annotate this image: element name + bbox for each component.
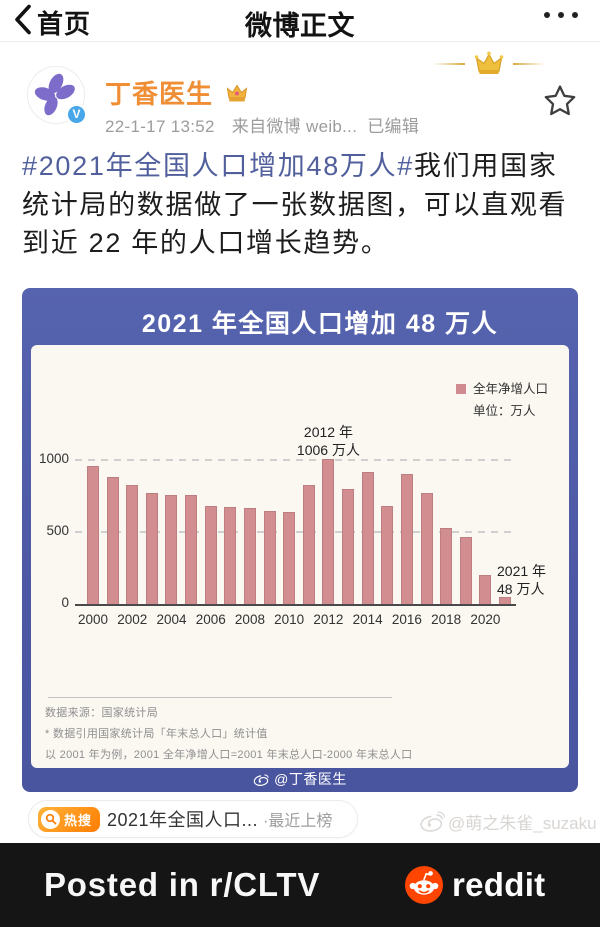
reddit-wordmark: reddit [452,866,546,903]
bar-2000 [87,466,99,604]
weibo-logo-icon [253,773,269,786]
hot-search-topic[interactable]: 2021年全国人口... [107,810,259,830]
bar-2008 [243,508,256,604]
post-source[interactable]: 来自微博 weib... [231,117,358,136]
hot-search-row[interactable]: 热搜 2021年全国人口... ·最近上榜 [28,800,358,838]
post-meta: 22-1-17 13:52 来自微博 weib... 已编辑 [105,112,419,137]
legend-label: 全年净增人口 [472,382,548,396]
vip-badge-icon [226,83,248,108]
bar-2010 [283,511,296,604]
x-axis-line [75,604,516,606]
y-tick-label: 0 [61,595,69,610]
reddit-banner: Posted in r/CLTV reddit [0,843,600,927]
reddit-logo-icon [405,866,443,904]
user-watermark: @萌之朱雀_suzaku [419,809,597,834]
post-plain-text: 我们用国家统计局的数据做了一张数据图，可以直观看到近 22 年的人口增长趋势。 [22,151,568,258]
notes-divider [48,697,392,698]
x-tick-label: 2014 [352,612,383,627]
hot-badge-label: 热搜 [64,812,93,828]
bar-2012 [322,459,335,604]
post-timestamp: 22-1-17 13:52 [105,117,215,136]
user-watermark-text: @萌之朱雀_suzaku [448,814,597,833]
chart-card-title: 2021 年全国人口增加 48 万人 [141,310,499,338]
page-title: 微博正文 [245,11,355,41]
edited-label[interactable]: 已编辑 [367,117,420,136]
y-tick-label: 500 [46,523,69,538]
hot-search-status: ·最近上榜 [263,813,333,830]
top-nav-bar: 首页 微博正文 [0,0,600,42]
chart-panel: 全年净增人口 单位：万人 0 500 1000 2000 2002 2004 2006 200… [31,345,569,768]
bar-2017 [420,492,433,604]
annotation-2021: 2021 年 48 万人 [497,563,547,597]
y-tick-label: 1000 [38,451,69,466]
card-watermark: @丁香医生 [22,770,578,788]
x-tick-label: 2004 [156,612,187,627]
bar-2002 [126,485,139,604]
x-tick-label: 2010 [274,612,305,627]
chart-image-card[interactable]: 2021 年全国人口增加 48 万人 全年净增人口 单位：万人 0 500 1000… [22,288,578,792]
bar-2005 [185,494,198,604]
bar-chart-plot: 0 500 1000 2000 2002 2004 2006 2008 2010 2012 2014… [31,345,569,768]
x-tick-label: 2002 [117,612,148,627]
unit-label: 单位：万人 [472,404,536,418]
lilac-logo-icon [34,73,75,116]
bar-2013 [342,488,355,604]
x-tick-label: 2000 [77,612,109,627]
hot-search-badge: 热搜 [38,806,101,832]
bar-2006 [204,505,217,604]
bar-2003 [145,492,158,604]
bar-2009 [263,511,276,604]
chart-notes: 数据来源：国家统计局 * 数据引用国家统计局「年末总人口」统计值 以 2001 … [45,703,412,766]
vip-crown-decoration [433,50,545,78]
more-options-icon[interactable] [544,12,578,18]
bar-2014 [361,471,374,604]
hashtag-link[interactable]: #2021年全国人口增加48万人# [22,151,415,181]
x-tick-label: 2020 [470,612,501,627]
verified-badge: V [66,104,87,125]
bar-2021 [499,597,512,604]
chevron-left-icon [12,3,33,41]
chart-legend: 全年净增人口 单位：万人 [455,378,548,422]
x-tick-label: 2008 [234,612,265,627]
note-line3: 以 2001 年为例，2001 全年净增人口=2001 年末总人口-2000 年… [45,749,413,761]
gridline [75,459,516,461]
star-icon [544,85,576,116]
search-icon [41,809,60,829]
weibo-logo-outline-icon [420,810,445,832]
post-body-text: #2021年全国人口增加48万人#我们用国家统计局的数据做了一张数据图，可以直观… [22,147,580,263]
note-line2: * 数据引用国家统计局「年末总人口」统计值 [45,728,268,740]
reddit-brand: reddit [404,865,545,905]
bar-2015 [381,506,394,604]
reddit-caption: Posted in r/CLTV [44,866,321,903]
gridline [75,531,516,533]
bar-2020 [479,574,492,604]
bar-2001 [106,476,119,604]
bar-2018 [440,527,453,604]
bar-2019 [459,537,472,604]
x-tick-label: 2012 [313,612,344,627]
bar-2011 [302,485,315,604]
annotation-2012: 2012 年 1006 万人 [296,424,360,459]
bar-2004 [165,494,178,604]
back-label[interactable]: 首页 [37,8,92,39]
x-tick-label: 2006 [195,612,226,627]
author-name[interactable]: 丁香医生 [105,79,214,109]
crown-icon [474,51,504,74]
bar-2016 [400,473,413,604]
bar-2007 [224,506,237,604]
avatar[interactable] [27,66,85,124]
legend-swatch [455,384,466,394]
back-button[interactable]: 首页 [12,3,91,41]
card-watermark-text: @丁香医生 [274,771,347,787]
note-source: 数据来源：国家统计局 [45,707,158,719]
favorite-star-button[interactable] [542,83,578,124]
x-tick-label: 2018 [431,612,462,627]
x-tick-label: 2016 [391,612,422,627]
